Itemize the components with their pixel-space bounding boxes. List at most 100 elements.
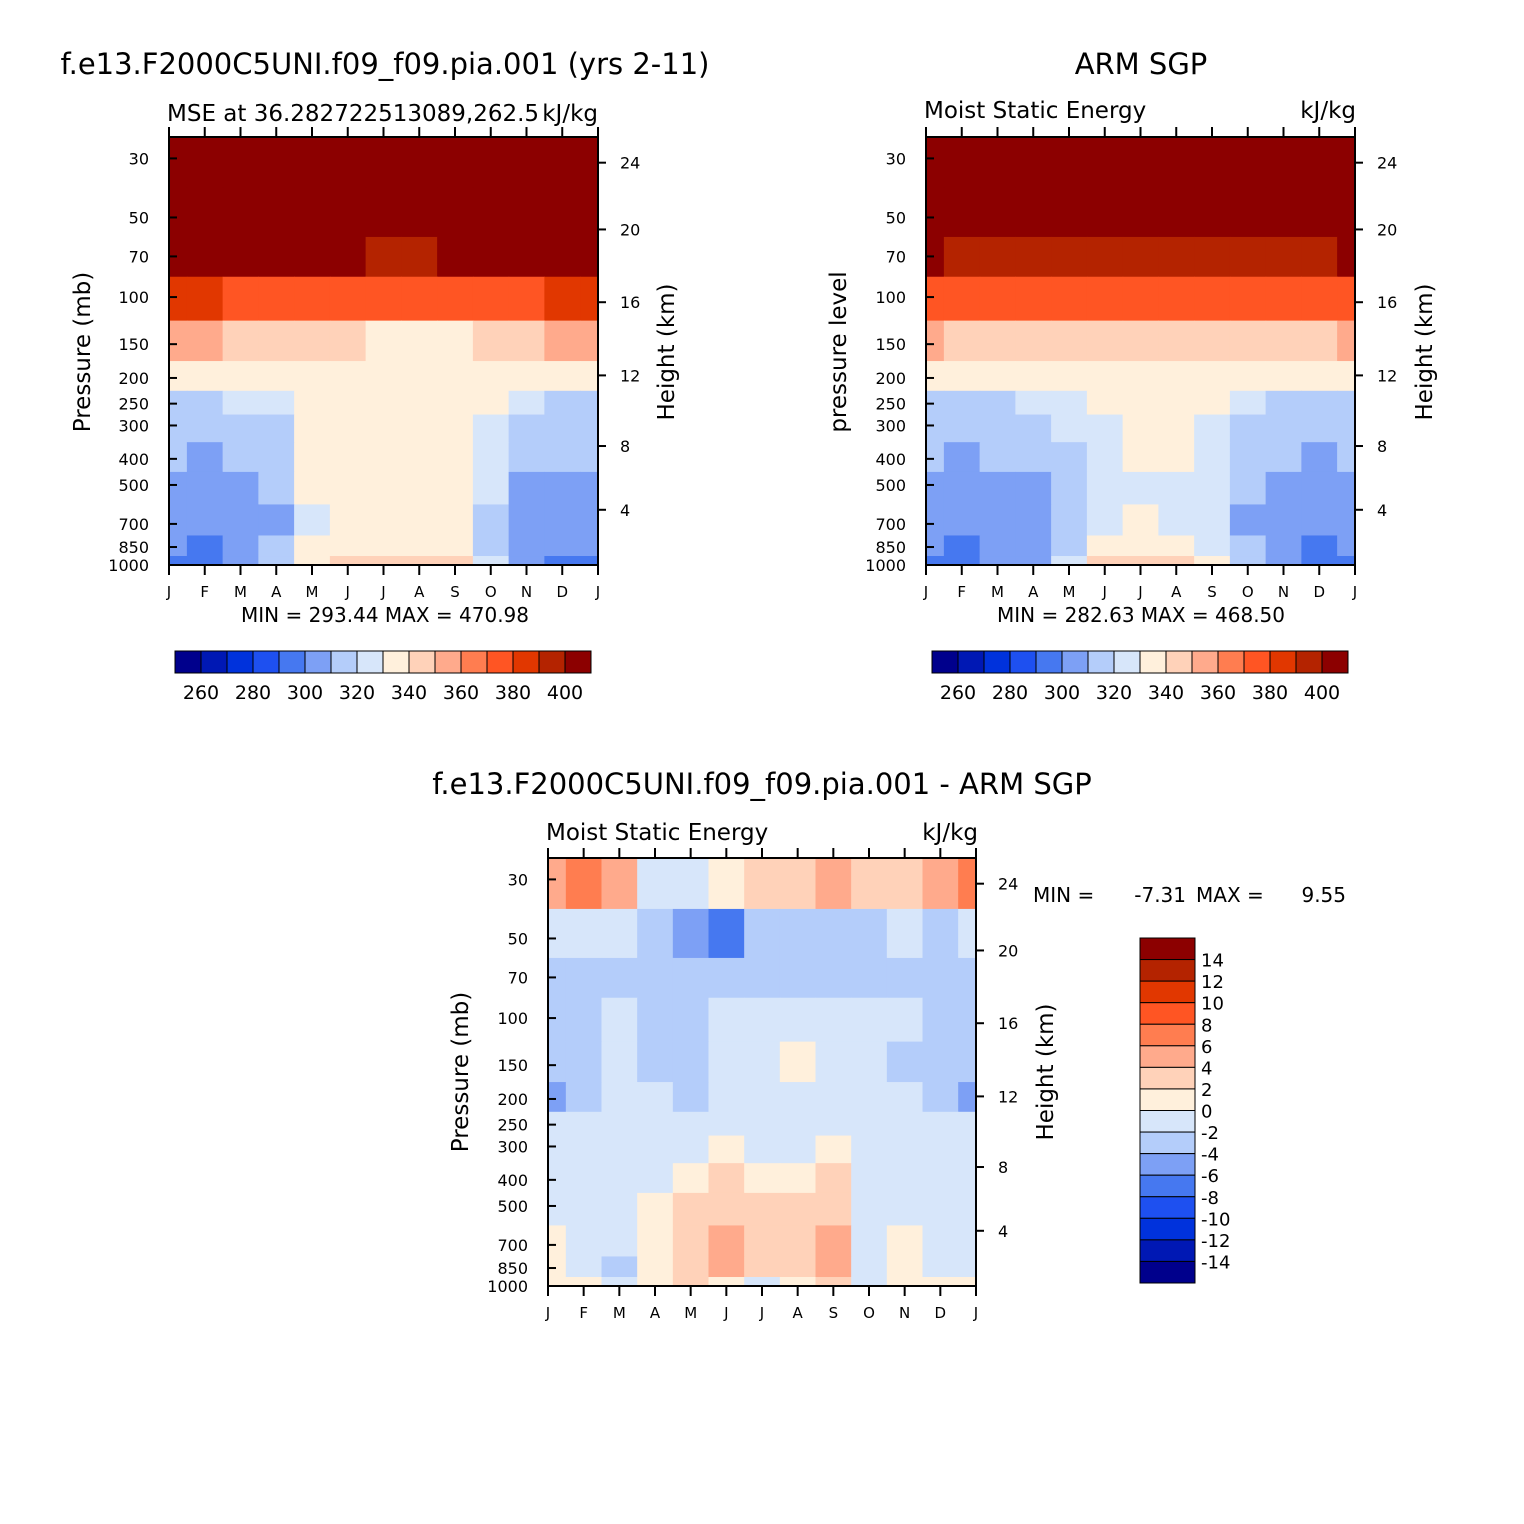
contour-cell xyxy=(169,556,188,566)
contour-cell xyxy=(958,1082,977,1113)
x-tick-label: M xyxy=(684,1304,697,1322)
contour-cell xyxy=(365,535,402,557)
contour-cell xyxy=(943,187,981,238)
contour-cell xyxy=(329,361,367,392)
colorbar-box xyxy=(1139,1196,1196,1219)
contour-cell xyxy=(637,1041,674,1083)
contour-cell xyxy=(922,1277,959,1287)
contour-cell xyxy=(979,361,1016,392)
x-tick-label: O xyxy=(485,583,497,601)
contour-cell xyxy=(922,908,959,959)
contour-cell xyxy=(815,1111,852,1137)
x-tick-label: M xyxy=(234,583,247,601)
contour-cell xyxy=(708,1225,745,1258)
contour-cell xyxy=(1086,442,1124,473)
contour-cell xyxy=(926,414,945,443)
contour-cell xyxy=(637,1082,674,1113)
colorbar-box xyxy=(1139,937,1196,961)
contour-cell xyxy=(1265,414,1302,443)
contour-cell xyxy=(926,320,945,362)
y-tick-label: 400 xyxy=(875,450,906,469)
y-tick-label: 500 xyxy=(118,476,149,495)
contour-cell xyxy=(1337,556,1356,566)
contour-cell xyxy=(637,957,674,999)
y-axis-right-label: Height (km) xyxy=(1033,1003,1059,1140)
contour-cell xyxy=(943,361,981,392)
contour-cell xyxy=(744,957,781,999)
contour-cell xyxy=(169,187,188,238)
contour-cell xyxy=(186,442,224,473)
contour-cell xyxy=(1337,187,1356,238)
contour-cell xyxy=(708,1256,745,1278)
colorbar-box xyxy=(1035,650,1063,674)
contour-cell xyxy=(186,276,224,322)
x-tick-label: J xyxy=(166,583,171,601)
contour-cell xyxy=(1337,471,1356,506)
contour-cell xyxy=(1229,236,1267,278)
contour-cell xyxy=(1086,187,1124,238)
contour-cell xyxy=(1194,137,1231,189)
contour-cell xyxy=(815,1256,852,1278)
contour-cell xyxy=(1229,442,1267,473)
contour-cell xyxy=(815,858,852,910)
contour-cell xyxy=(851,1111,888,1137)
contour-cell xyxy=(580,390,599,416)
contour-cell xyxy=(1122,276,1159,322)
contour-cell xyxy=(601,858,638,910)
contour-cell xyxy=(437,390,474,416)
contour-cell xyxy=(294,390,331,416)
x-tick-label: J xyxy=(923,583,928,601)
contour-cell xyxy=(186,361,224,392)
contour-cell xyxy=(958,1111,977,1137)
y-right-tick-label: 8 xyxy=(620,437,630,456)
x-tick-label: S xyxy=(450,583,460,601)
contour-cell xyxy=(1158,535,1195,557)
colorbar-box xyxy=(408,650,436,674)
colorbar-label: -8 xyxy=(1201,1188,1219,1209)
y-tick-label: 700 xyxy=(118,515,149,534)
contour-cell xyxy=(565,1163,603,1194)
contour-cell xyxy=(508,535,545,557)
contour-cell xyxy=(979,320,1016,362)
contour-cell xyxy=(979,535,1016,557)
x-tick-label: F xyxy=(957,583,966,601)
contour-cell xyxy=(1015,504,1052,537)
colorbar-box xyxy=(382,650,410,674)
colorbar-label: 320 xyxy=(339,682,375,704)
colorbar-box xyxy=(1139,1002,1196,1025)
panel-title: f.e13.F2000C5UNI.f09_f09.pia.001 (yrs 2-… xyxy=(61,47,710,81)
colorbar-label: -4 xyxy=(1201,1145,1219,1166)
y-tick-label: 250 xyxy=(875,395,906,414)
contour-cell xyxy=(565,1135,603,1164)
contour-cell xyxy=(744,1163,781,1194)
contour-cell xyxy=(1051,137,1088,189)
contour-cell xyxy=(979,442,1016,473)
contour-cell xyxy=(1122,556,1159,566)
y-tick-label: 200 xyxy=(875,369,906,388)
contour-cell xyxy=(815,957,852,999)
contour-cell xyxy=(472,320,510,362)
contour-cell xyxy=(851,858,888,910)
colorbar-box xyxy=(1191,650,1219,674)
contour-cell xyxy=(329,390,367,416)
colorbar-box xyxy=(486,650,514,674)
contour-cell xyxy=(1265,236,1302,278)
y-tick-label: 100 xyxy=(875,288,906,307)
contour-cell xyxy=(815,1225,852,1258)
contour-cell xyxy=(886,1192,924,1227)
y-tick-label: 850 xyxy=(118,538,149,557)
colorbar-box xyxy=(1139,1023,1196,1047)
contour-cell xyxy=(472,137,510,189)
contour-cell xyxy=(886,1163,924,1194)
y-tick-label: 50 xyxy=(129,208,149,227)
contour-cell xyxy=(258,442,295,473)
contour-cell xyxy=(548,858,567,910)
contour-cell xyxy=(1158,361,1195,392)
colorbar-label: 260 xyxy=(183,682,219,704)
contour-cell xyxy=(258,361,295,392)
contour-cell xyxy=(437,556,474,566)
contour-cell xyxy=(401,414,438,443)
contour-cell xyxy=(779,1082,817,1113)
contour-cell xyxy=(565,1277,603,1287)
colorbar-box xyxy=(278,650,306,674)
